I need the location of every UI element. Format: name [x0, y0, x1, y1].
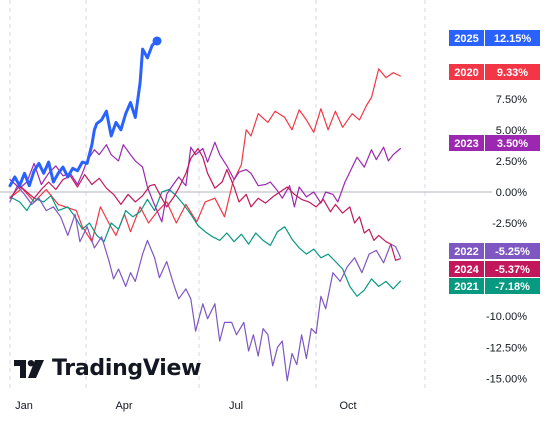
y-tick-label: 5.00% [496, 125, 527, 137]
legend-name-2021: 2021 [454, 281, 478, 293]
y-tick-label: 2.50% [496, 156, 527, 168]
series-line-2020 [9, 68, 401, 243]
legend-name-box-2020 [449, 64, 484, 80]
tradingview-logo-icon [14, 359, 44, 378]
legend-name-2024: 2024 [454, 264, 479, 276]
series-line-2025 [8, 39, 159, 188]
y-tick-label: -10.00% [486, 311, 527, 323]
legend-value-box-2020 [485, 64, 540, 80]
legend-name-2023: 2023 [454, 138, 478, 150]
legend-name-box-2022 [449, 243, 484, 259]
legend-value-box-2024 [485, 261, 540, 277]
series-line-2021 [9, 188, 401, 297]
legend-name-2025: 2025 [454, 33, 478, 45]
x-tick-label: Apr [115, 400, 132, 412]
legend-name-2020: 2020 [454, 67, 478, 79]
x-tick-label: Jan [15, 400, 33, 412]
legend-value-2020: 9.33% [497, 67, 528, 79]
legend-name-box-2025 [449, 30, 484, 46]
legend-name-2022: 2022 [454, 246, 478, 258]
x-tick-label: Jul [229, 400, 243, 412]
legend-name-box-2024 [449, 261, 484, 277]
y-tick-label: -2.50% [492, 218, 527, 230]
y-tick-label: -15.00% [486, 373, 527, 385]
legend-value-2023: 3.50% [497, 138, 528, 150]
series-line-2023 [9, 141, 401, 223]
series-line-2022 [9, 185, 401, 382]
legend-value-2021: -7.18% [495, 281, 530, 293]
series-endpoint-2025 [152, 36, 162, 46]
legend-value-box-2025 [485, 30, 540, 46]
legend-value-2025: 12.15% [494, 33, 532, 45]
legend-value-2024: -5.37% [495, 264, 530, 276]
legend-value-2022: -5.25% [495, 246, 530, 258]
y-tick-label: 0.00% [496, 187, 527, 199]
series-line-2024 [9, 147, 401, 261]
y-tick-label: -12.50% [486, 342, 527, 354]
legend-name-box-2023 [449, 135, 484, 151]
watermark-text: TradingView [52, 356, 202, 381]
legend-value-box-2022 [485, 243, 540, 259]
legend-value-box-2021 [485, 278, 540, 294]
legend-value-box-2023 [485, 135, 540, 151]
y-tick-label: 7.50% [496, 94, 527, 106]
legend-name-box-2021 [449, 278, 484, 294]
tradingview-watermark: TradingView [14, 356, 201, 381]
x-tick-label: Oct [339, 400, 356, 412]
